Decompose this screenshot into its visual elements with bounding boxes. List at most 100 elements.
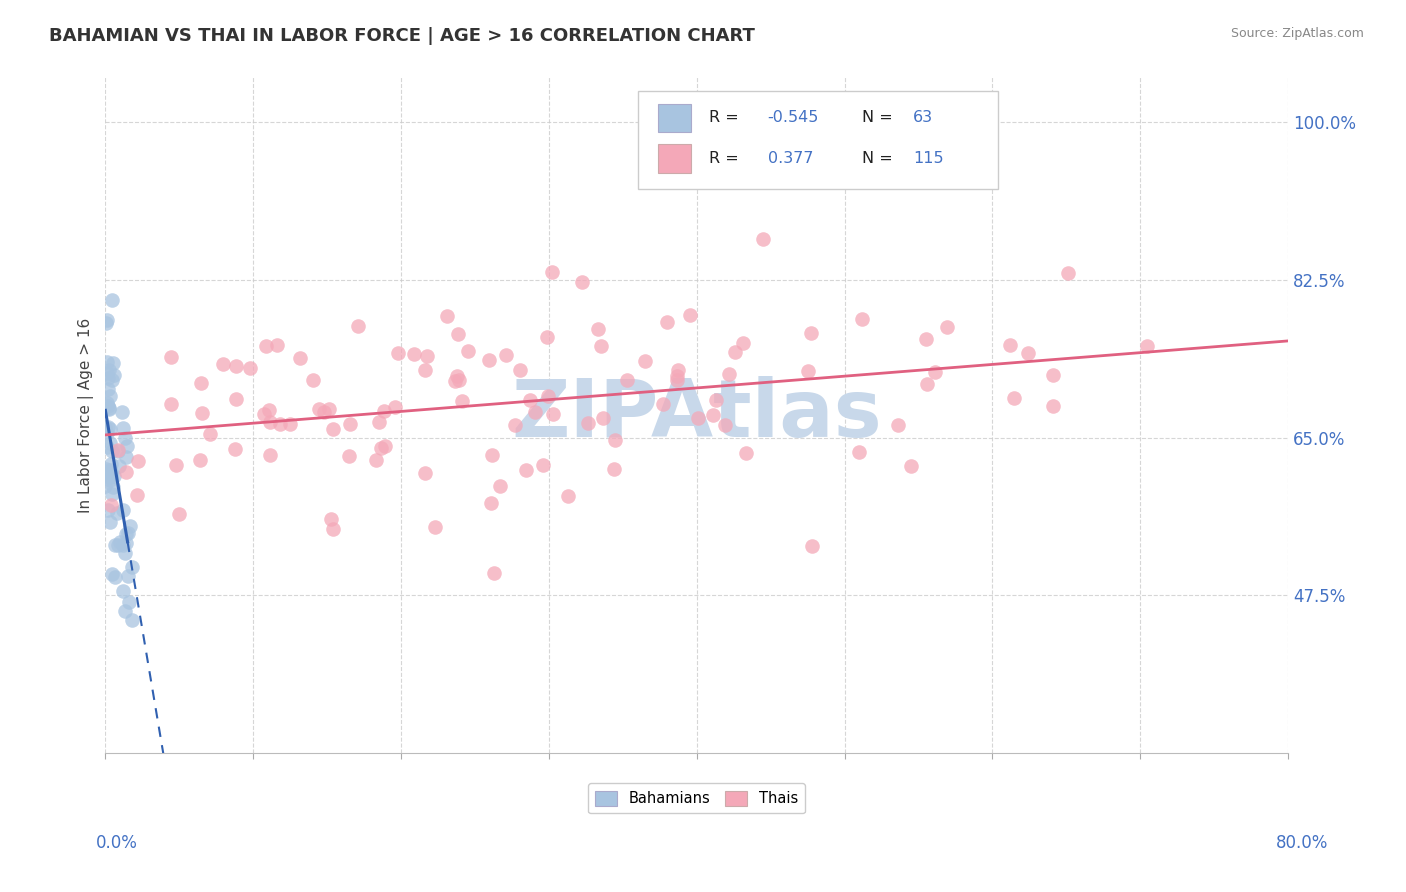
Point: [107, 507, 129, 521]
Text: ZIPAtlas: ZIPAtlas: [512, 376, 882, 454]
Point: [100, 498, 122, 512]
Text: 80.0%: 80.0%: [1277, 834, 1329, 852]
Point: [603, 433, 626, 447]
Point: [97, 402, 120, 417]
Point: [337, 449, 360, 463]
Point: [724, 345, 747, 359]
Point: [713, 417, 735, 432]
Point: [259, 415, 281, 429]
Point: [98, 436, 121, 450]
FancyBboxPatch shape: [658, 103, 690, 132]
Point: [121, 560, 143, 574]
Point: [735, 446, 758, 460]
Point: [121, 613, 143, 627]
Point: [537, 389, 560, 403]
Point: [751, 232, 773, 246]
Point: [96, 395, 118, 409]
Point: [799, 326, 821, 340]
Point: [481, 448, 503, 462]
Point: [111, 421, 134, 435]
Point: [634, 354, 657, 368]
Point: [704, 393, 727, 408]
Point: [104, 539, 127, 553]
Y-axis label: In Labor Force | Age > 16: In Labor Force | Age > 16: [79, 318, 94, 513]
Point: [531, 458, 554, 472]
Point: [100, 466, 122, 480]
Point: [117, 569, 139, 583]
Point: [688, 410, 710, 425]
Point: [98, 473, 121, 487]
Point: [114, 431, 136, 445]
Point: [101, 443, 124, 458]
Point: [94, 419, 117, 434]
Point: [413, 467, 436, 481]
Point: [657, 315, 679, 329]
Point: [489, 479, 512, 493]
Point: [436, 309, 458, 323]
Point: [423, 520, 446, 534]
Point: [679, 308, 702, 322]
Point: [652, 397, 675, 411]
Point: [278, 417, 301, 432]
Point: [479, 496, 502, 510]
Text: R =: R =: [709, 151, 744, 166]
Point: [108, 535, 131, 549]
Point: [98, 515, 121, 529]
Text: -0.545: -0.545: [768, 111, 820, 126]
Point: [851, 312, 873, 326]
Point: [515, 463, 537, 477]
Point: [915, 376, 938, 391]
Point: [107, 442, 129, 457]
Point: [97, 370, 120, 384]
Point: [225, 392, 247, 407]
Point: [94, 479, 117, 493]
Point: [259, 402, 281, 417]
Point: [733, 335, 755, 350]
Point: [318, 401, 340, 416]
Point: [103, 468, 125, 483]
Point: [1000, 338, 1022, 352]
Point: [212, 357, 235, 371]
Point: [100, 373, 122, 387]
Point: [98, 389, 121, 403]
Point: [96, 465, 118, 479]
Point: [111, 584, 134, 599]
Point: [478, 352, 501, 367]
Point: [94, 316, 117, 330]
Point: [449, 373, 471, 387]
Point: [188, 453, 211, 467]
Text: BAHAMIAN VS THAI IN LABOR FORCE | AGE > 16 CORRELATION CHART: BAHAMIAN VS THAI IN LABOR FORCE | AGE > …: [49, 27, 755, 45]
Point: [586, 322, 609, 336]
Point: [413, 363, 436, 377]
Point: [797, 363, 820, 377]
Point: [96, 440, 118, 454]
Point: [900, 458, 922, 473]
Point: [801, 539, 824, 553]
Text: R =: R =: [709, 111, 744, 126]
Point: [266, 338, 288, 352]
Point: [503, 418, 526, 433]
Point: [509, 363, 531, 377]
Point: [115, 450, 138, 464]
Point: [367, 415, 389, 429]
Point: [111, 405, 134, 419]
Point: [190, 376, 212, 390]
Point: [159, 351, 181, 365]
Point: [97, 400, 120, 414]
Point: [373, 404, 395, 418]
Point: [160, 397, 183, 411]
Point: [886, 417, 908, 432]
Point: [717, 367, 740, 381]
Point: [114, 605, 136, 619]
Point: [288, 351, 311, 366]
Point: [254, 339, 277, 353]
Text: 115: 115: [912, 151, 943, 166]
Point: [602, 462, 624, 476]
Point: [543, 407, 565, 421]
Point: [374, 439, 396, 453]
Point: [112, 503, 135, 517]
Point: [94, 462, 117, 476]
Point: [1136, 339, 1159, 353]
Point: [98, 463, 121, 477]
Point: [457, 344, 479, 359]
